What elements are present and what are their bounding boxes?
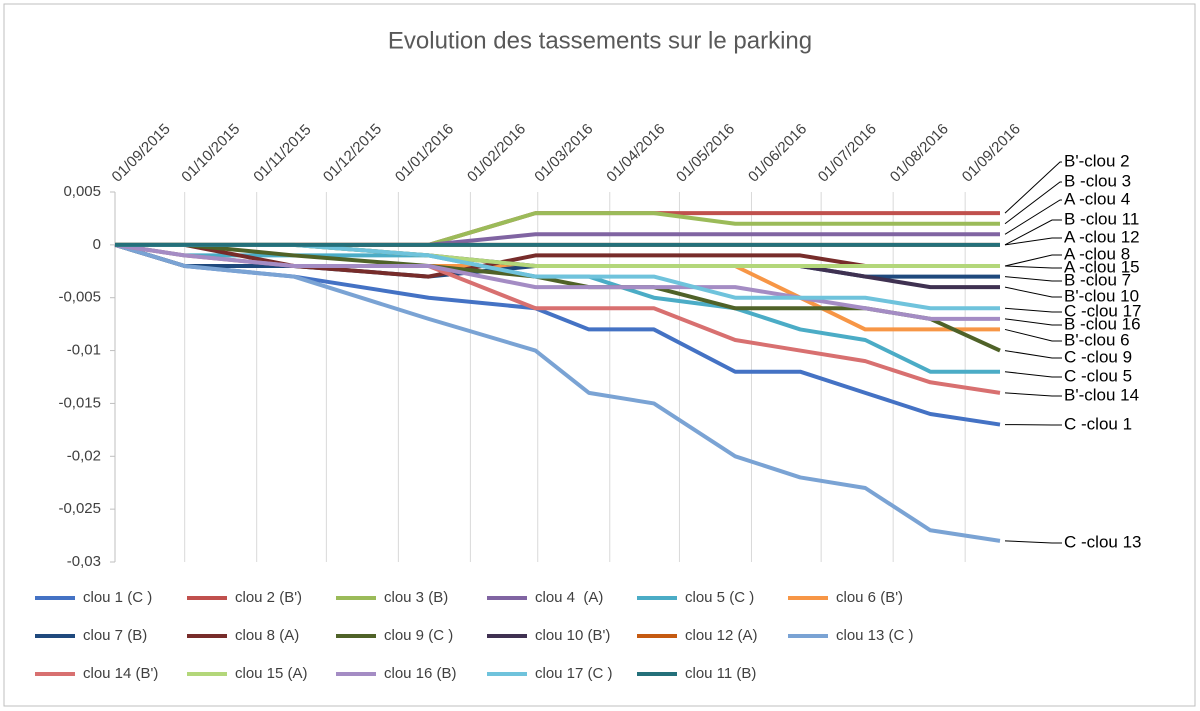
legend-label: clou 16 (B) bbox=[384, 665, 457, 682]
leader-line bbox=[1004, 276, 1062, 282]
y-tick-label: -0,005 bbox=[58, 289, 101, 306]
y-tick-label: -0,03 bbox=[67, 553, 101, 570]
legend-label: clou 12 (A) bbox=[685, 627, 758, 644]
y-tick-label: 0,005 bbox=[63, 183, 101, 200]
legend-label: clou 1 (C ) bbox=[83, 589, 152, 606]
annotation: C -clou 17 bbox=[1064, 301, 1141, 320]
leader-line bbox=[1004, 265, 1062, 269]
legend-label: clou 13 (C ) bbox=[836, 627, 914, 644]
annotation: B -clou 7 bbox=[1064, 270, 1131, 289]
annotation: B -clou 3 bbox=[1064, 171, 1131, 190]
legend-label: clou 14 (B') bbox=[83, 665, 158, 682]
legend-label: clou 3 (B) bbox=[384, 589, 448, 606]
legend-label: clou 11 (B) bbox=[685, 665, 756, 682]
leader-line bbox=[1004, 254, 1062, 267]
legend-label: clou 7 (B) bbox=[83, 627, 147, 644]
annotation: B'-clou 14 bbox=[1064, 385, 1139, 404]
leader-line bbox=[1004, 328, 1062, 342]
annotation: B'-clou 6 bbox=[1064, 330, 1130, 349]
series-line bbox=[114, 242, 1001, 543]
y-tick-label: -0,015 bbox=[58, 394, 101, 411]
leader-line bbox=[1004, 219, 1062, 246]
annotation: C -clou 5 bbox=[1064, 366, 1132, 385]
annotation: A -clou 8 bbox=[1064, 244, 1130, 263]
legend-label: clou 10 (B') bbox=[535, 627, 610, 644]
legend-label: clou 4 (A) bbox=[535, 589, 603, 606]
legend-label: clou 8 (A) bbox=[235, 627, 299, 644]
annotation: B'-clou 10 bbox=[1064, 286, 1139, 305]
y-tick-label: 0 bbox=[93, 236, 101, 253]
y-tick-label: -0,01 bbox=[67, 342, 101, 359]
legend-label: clou 15 (A) bbox=[235, 665, 308, 682]
annotation: A -clou 15 bbox=[1064, 257, 1140, 276]
annotation: C -clou 13 bbox=[1064, 532, 1141, 551]
annotation: C -clou 9 bbox=[1064, 347, 1132, 366]
annotation: B'-clou 2 bbox=[1064, 151, 1130, 170]
leader-line bbox=[1004, 161, 1062, 214]
legend-label: clou 2 (B') bbox=[235, 589, 302, 606]
leader-line bbox=[1004, 350, 1062, 359]
chart-border bbox=[3, 3, 1196, 707]
legend-label: clou 6 (B') bbox=[836, 589, 903, 606]
leader-line bbox=[1004, 286, 1062, 298]
annotation: A -clou 4 bbox=[1064, 189, 1130, 208]
chart-title: Evolution des tassements sur le parking bbox=[388, 27, 812, 54]
annotation: C -clou 1 bbox=[1064, 414, 1132, 433]
leader-line bbox=[1004, 392, 1062, 397]
leader-line bbox=[1004, 237, 1062, 246]
leader-line bbox=[1004, 540, 1062, 544]
legend-label: clou 9 (C ) bbox=[384, 627, 453, 644]
legend-label: clou 5 (C ) bbox=[685, 589, 754, 606]
y-tick-label: -0,02 bbox=[67, 447, 101, 464]
annotation: B -clou 11 bbox=[1064, 209, 1139, 228]
leader-line bbox=[1004, 199, 1062, 235]
series-line bbox=[114, 242, 1000, 321]
leader-line bbox=[1004, 318, 1062, 326]
leader-line bbox=[1004, 181, 1062, 225]
leader-line bbox=[1004, 307, 1062, 313]
annotation: B -clou 16 bbox=[1064, 314, 1141, 333]
annotation: A -clou 12 bbox=[1064, 227, 1140, 246]
y-tick-label: -0,025 bbox=[58, 500, 101, 517]
legend-label: clou 17 (C ) bbox=[535, 665, 613, 682]
leader-line bbox=[1004, 371, 1062, 378]
